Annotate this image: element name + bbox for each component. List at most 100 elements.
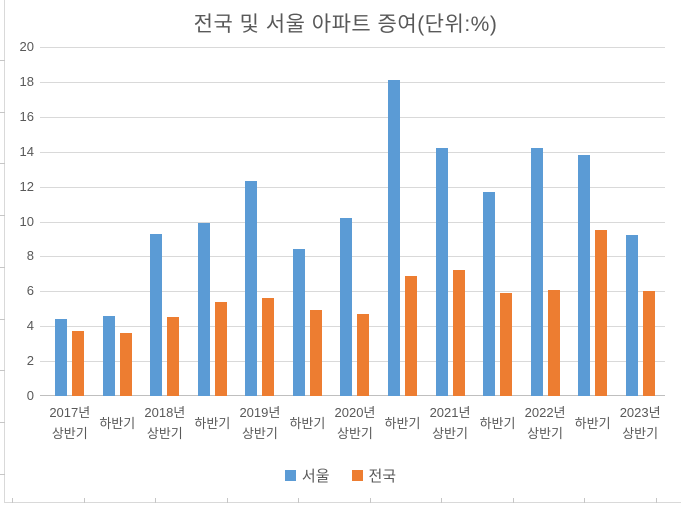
bar-seoul[interactable]: [150, 234, 163, 396]
spreadsheet-row-tick: [0, 370, 5, 371]
spreadsheet-row-tick: [0, 215, 5, 216]
spreadsheet-bottom-gridline: [4, 502, 681, 503]
spreadsheet-column-tick: [155, 498, 156, 503]
spreadsheet-column-tick: [584, 498, 585, 503]
gridline-2: [40, 361, 665, 362]
bar-group-4: [189, 47, 237, 396]
gridline-16: [40, 117, 665, 118]
x-tick-label-6: 하반기: [289, 416, 326, 431]
spreadsheet-row-tick: [0, 112, 5, 113]
bar-seoul[interactable]: [102, 316, 115, 396]
spreadsheet-column-tick: [227, 498, 228, 503]
gridline-6: [40, 291, 665, 292]
bar-group-11: [521, 47, 569, 396]
bar-national[interactable]: [119, 333, 132, 396]
bar-national[interactable]: [595, 230, 608, 396]
bar-group-5: [236, 47, 284, 396]
x-tick-label-3: 2018년 상반기: [144, 405, 186, 441]
gridline-4: [40, 326, 665, 327]
bar-group-8: [379, 47, 427, 396]
spreadsheet-row-tick: [0, 474, 5, 475]
x-axis-line: [40, 395, 665, 396]
bar-national[interactable]: [167, 317, 180, 396]
gridline-14: [40, 152, 665, 153]
bar-national[interactable]: [357, 314, 370, 396]
bar-seoul[interactable]: [483, 192, 496, 396]
bar-national[interactable]: [309, 310, 322, 396]
spreadsheet-column-tick: [370, 498, 371, 503]
y-tick-label-20: 20: [19, 39, 34, 54]
bar-national[interactable]: [214, 302, 227, 396]
bar-national[interactable]: [642, 291, 655, 396]
gridline-12: [40, 187, 665, 188]
x-tick-label-5: 2019년 상반기: [239, 405, 281, 441]
spreadsheet-row-tick: [0, 163, 5, 164]
y-tick-label-12: 12: [19, 179, 34, 194]
legend-label-national: 전국: [368, 468, 397, 485]
bar-group-6: [284, 47, 332, 396]
legend: 서울 전국: [0, 465, 681, 486]
bar-seoul[interactable]: [55, 319, 68, 396]
spreadsheet-row-tick: [0, 267, 5, 268]
gridline-8: [40, 256, 665, 257]
y-tick-label-10: 10: [19, 214, 34, 229]
gridline-20: [40, 47, 665, 48]
y-tick-label-8: 8: [26, 248, 34, 263]
bar-national[interactable]: [262, 298, 275, 396]
gridline-18: [40, 82, 665, 83]
spreadsheet-column-tick: [513, 498, 514, 503]
x-axis-labels: 2017년 상반기 하반기 2018년 상반기 하반기 2019년 상반기 하반기 2020년 상반…: [46, 402, 664, 444]
bar-seoul[interactable]: [245, 181, 258, 396]
bar-seoul[interactable]: [435, 148, 448, 396]
y-tick-label-2: 2: [26, 353, 34, 368]
spreadsheet-column-tick: [12, 498, 13, 503]
bar-seoul[interactable]: [340, 218, 353, 396]
y-tick-label-6: 6: [26, 283, 34, 298]
plot-area[interactable]: [40, 47, 665, 396]
bar-seoul[interactable]: [387, 80, 400, 396]
bar-national[interactable]: [500, 293, 513, 396]
chart-title[interactable]: 전국 및 서울 아파트 증여(단위:%): [193, 13, 498, 36]
bar-national[interactable]: [547, 290, 560, 396]
y-tick-label-0: 0: [26, 388, 34, 403]
x-tick-label-10: 하반기: [479, 416, 516, 431]
bar-seoul[interactable]: [530, 148, 543, 396]
spreadsheet-row-tick: [0, 319, 5, 320]
bar-group-2: [94, 47, 142, 396]
x-tick-label-9: 2021년 상반기: [429, 405, 471, 441]
y-tick-label-14: 14: [19, 144, 34, 159]
spreadsheet-column-tick: [441, 498, 442, 503]
spreadsheet-row-tick: [0, 422, 5, 423]
y-tick-label-16: 16: [19, 109, 34, 124]
bar-seoul[interactable]: [625, 235, 638, 396]
bar-seoul[interactable]: [578, 155, 591, 396]
bar-group-12: [569, 47, 617, 396]
spreadsheet-row-tick: [0, 60, 5, 61]
x-tick-label-7: 2020년 상반기: [334, 405, 376, 441]
spreadsheet-left-gridline: [4, 0, 5, 502]
legend-item-seoul[interactable]: 서울: [284, 465, 330, 486]
legend-item-national[interactable]: 전국: [351, 465, 397, 486]
bar-national[interactable]: [72, 331, 85, 396]
bar-national[interactable]: [404, 276, 417, 396]
x-tick-label-4: 하반기: [194, 416, 231, 431]
legend-swatch-national: [351, 470, 363, 481]
x-tick-label-8: 하반기: [384, 416, 421, 431]
bar-group-13: [616, 47, 664, 396]
x-tick-label-13: 2023년 상반기: [619, 405, 661, 441]
y-tick-label-18: 18: [19, 74, 34, 89]
spreadsheet-column-tick: [84, 498, 85, 503]
x-tick-label-2: 하반기: [99, 416, 136, 431]
bar-group-9: [426, 47, 474, 396]
x-tick-label-12: 하반기: [574, 416, 611, 431]
bar-seoul[interactable]: [292, 249, 305, 396]
bar-group-7: [331, 47, 379, 396]
legend-label-seoul: 서울: [301, 468, 330, 485]
y-axis-labels: 0 2 4 6 8 10 12 14 16 18 20: [0, 39, 34, 403]
bar-group-1: [46, 47, 94, 396]
x-tick-label-1: 2017년 상반기: [49, 405, 91, 441]
bar-national[interactable]: [452, 270, 465, 396]
bar-group-10: [474, 47, 522, 396]
bar-seoul[interactable]: [197, 223, 210, 396]
legend-swatch-seoul: [284, 470, 296, 481]
